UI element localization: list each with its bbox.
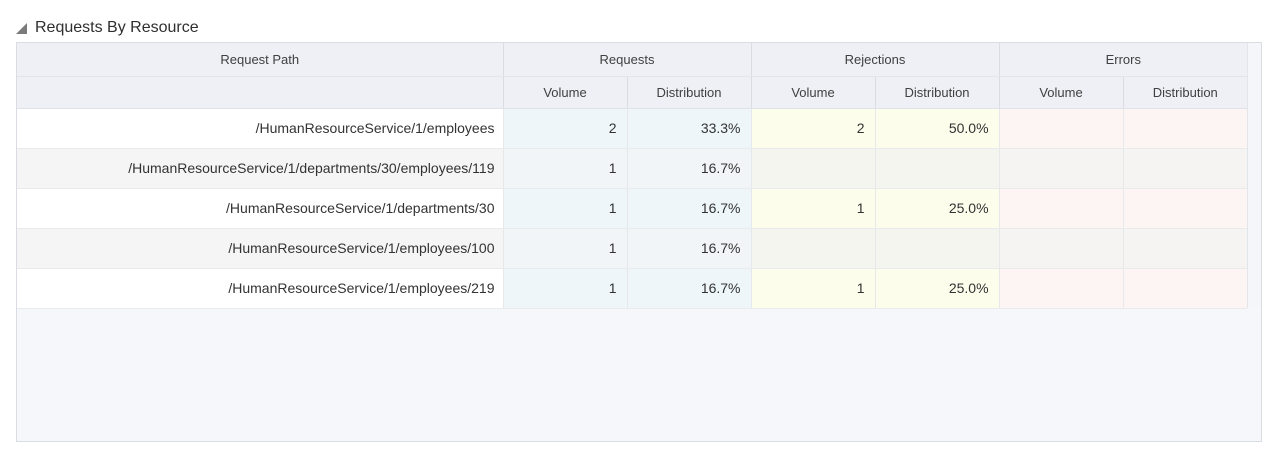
requests-by-resource-panel: Request Path Requests Rejections Errors … bbox=[16, 42, 1262, 442]
column-header-rejections-volume: Volume bbox=[751, 76, 875, 108]
cell-errors-volume bbox=[999, 188, 1123, 228]
cell-requests-volume: 1 bbox=[503, 188, 627, 228]
cell-request-path: /HumanResourceService/1/employees/219 bbox=[17, 268, 503, 308]
cell-requests-distribution: 16.7% bbox=[627, 148, 751, 188]
column-group-errors: Errors bbox=[999, 43, 1247, 76]
panel-title: Requests By Resource bbox=[35, 19, 199, 37]
cell-rejections-distribution: 50.0% bbox=[875, 108, 999, 148]
cell-rejections-volume: 1 bbox=[751, 188, 875, 228]
cell-errors-volume bbox=[999, 148, 1123, 188]
cell-requests-distribution: 16.7% bbox=[627, 268, 751, 308]
column-group-rejections: Rejections bbox=[751, 43, 999, 76]
table-row[interactable]: /HumanResourceService/1/departments/30/e… bbox=[17, 148, 1247, 188]
table-row[interactable]: /HumanResourceService/1/employees/100 1 … bbox=[17, 228, 1247, 268]
table-row[interactable]: /HumanResourceService/1/employees 2 33.3… bbox=[17, 108, 1247, 148]
cell-requests-distribution: 16.7% bbox=[627, 188, 751, 228]
cell-requests-volume: 1 bbox=[503, 268, 627, 308]
cell-rejections-volume bbox=[751, 228, 875, 268]
cell-rejections-volume: 2 bbox=[751, 108, 875, 148]
cell-request-path: /HumanResourceService/1/employees/100 bbox=[17, 228, 503, 268]
panel-title-bar: Requests By Resource bbox=[0, 0, 1279, 42]
cell-rejections-volume bbox=[751, 148, 875, 188]
cell-rejections-distribution: 25.0% bbox=[875, 188, 999, 228]
cell-requests-volume: 2 bbox=[503, 108, 627, 148]
cell-rejections-distribution bbox=[875, 228, 999, 268]
column-group-requests: Requests bbox=[503, 43, 751, 76]
cell-request-path: /HumanResourceService/1/employees bbox=[17, 108, 503, 148]
column-header-requests-distribution: Distribution bbox=[627, 76, 751, 108]
cell-requests-volume: 1 bbox=[503, 228, 627, 268]
cell-errors-distribution bbox=[1123, 188, 1247, 228]
cell-errors-volume bbox=[999, 108, 1123, 148]
group-header-row: Request Path Requests Rejections Errors bbox=[17, 43, 1247, 76]
cell-rejections-distribution: 25.0% bbox=[875, 268, 999, 308]
sub-header-row: Volume Distribution Volume Distribution … bbox=[17, 76, 1247, 108]
cell-request-path: /HumanResourceService/1/departments/30 bbox=[17, 188, 503, 228]
cell-errors-volume bbox=[999, 268, 1123, 308]
column-header-rejections-distribution: Distribution bbox=[875, 76, 999, 108]
cell-rejections-volume: 1 bbox=[751, 268, 875, 308]
cell-errors-distribution bbox=[1123, 268, 1247, 308]
column-header-requests-volume: Volume bbox=[503, 76, 627, 108]
cell-errors-volume bbox=[999, 228, 1123, 268]
cell-requests-distribution: 33.3% bbox=[627, 108, 751, 148]
cell-requests-volume: 1 bbox=[503, 148, 627, 188]
table-row[interactable]: /HumanResourceService/1/departments/30 1… bbox=[17, 188, 1247, 228]
table-right-gutter bbox=[1247, 43, 1261, 308]
column-header-errors-distribution: Distribution bbox=[1123, 76, 1247, 108]
cell-errors-distribution bbox=[1123, 228, 1247, 268]
cell-errors-distribution bbox=[1123, 108, 1247, 148]
column-header-errors-volume: Volume bbox=[999, 76, 1123, 108]
requests-by-resource-table: Request Path Requests Rejections Errors … bbox=[17, 43, 1247, 309]
cell-request-path: /HumanResourceService/1/departments/30/e… bbox=[17, 148, 503, 188]
table-row[interactable]: /HumanResourceService/1/employees/219 1 … bbox=[17, 268, 1247, 308]
cell-requests-distribution: 16.7% bbox=[627, 228, 751, 268]
column-header-request-path: Request Path bbox=[17, 43, 503, 76]
column-header-path-spacer bbox=[17, 76, 503, 108]
cell-errors-distribution bbox=[1123, 148, 1247, 188]
collapse-triangle-icon[interactable] bbox=[16, 23, 27, 34]
cell-rejections-distribution bbox=[875, 148, 999, 188]
